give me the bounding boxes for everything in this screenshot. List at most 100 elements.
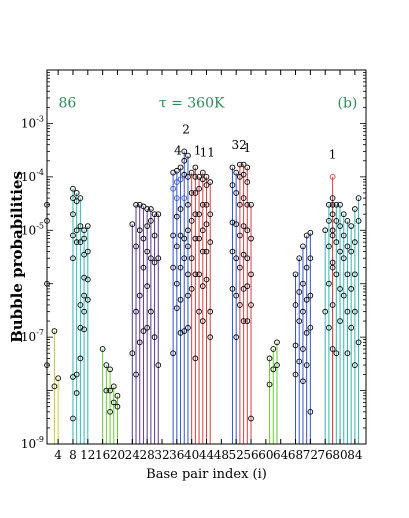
data-point (307, 324, 314, 331)
data-point (303, 232, 310, 239)
data-point (229, 182, 236, 188)
data-point (185, 152, 191, 159)
data-point (337, 318, 343, 324)
data-point (240, 161, 247, 168)
data-point (185, 271, 191, 278)
data-point (355, 339, 362, 346)
data-point (144, 206, 151, 212)
data-point (326, 201, 332, 208)
data-point (340, 292, 347, 299)
data-point (233, 190, 240, 196)
data-point (177, 232, 184, 239)
data-point (188, 218, 195, 224)
x-tick-label: 48 (214, 448, 229, 462)
data-point (244, 201, 251, 208)
data-point (188, 255, 195, 262)
data-point (348, 286, 355, 292)
y-axis-label: Bubble probabilities (8, 171, 26, 343)
data-point (326, 243, 332, 250)
data-point (136, 339, 143, 346)
x-tick-label: 8 (69, 448, 77, 462)
x-tick-label: 64 (273, 448, 289, 462)
data-point (144, 223, 151, 229)
data-point (229, 248, 236, 255)
data-point (192, 235, 199, 242)
annotation-label: 4 (174, 144, 182, 158)
data-point (107, 408, 113, 415)
data-point (173, 243, 180, 250)
data-point (296, 318, 303, 324)
x-ticks: 4 8 12 16 20 24 28 32 36 40 44 48 52 56 60 64 68 72 76 80 84 (54, 70, 363, 462)
annotation-label: τ = 360K (159, 95, 225, 111)
data-point (307, 408, 314, 415)
data-point (207, 211, 214, 218)
data-point (192, 211, 199, 218)
data-point (192, 164, 199, 171)
data-point (248, 415, 254, 422)
points-layer (44, 148, 362, 422)
data-point (329, 302, 336, 308)
data-point (340, 255, 347, 262)
data-point (133, 371, 139, 378)
data-point (84, 296, 91, 303)
data-point (185, 227, 191, 234)
data-point (185, 243, 191, 250)
data-point (51, 383, 58, 390)
data-point (266, 381, 273, 388)
data-point (240, 195, 247, 201)
data-point (114, 392, 121, 399)
data-point (81, 227, 87, 234)
data-point (73, 227, 80, 234)
data-point (185, 174, 191, 180)
y-tick-label: 10-3 (21, 114, 44, 130)
data-point (329, 211, 336, 218)
data-point (77, 302, 84, 308)
data-point (240, 318, 247, 324)
data-point (292, 271, 299, 278)
data-point (266, 355, 273, 362)
data-point (248, 302, 254, 308)
data-point (151, 259, 158, 266)
y-tick-label: 10-5 (21, 221, 44, 237)
data-point (84, 223, 91, 229)
data-point (274, 339, 280, 346)
data-point (173, 280, 180, 287)
data-point (296, 289, 303, 295)
data-point (233, 334, 240, 340)
x-tick-label: 16 (95, 448, 110, 462)
data-point (107, 387, 113, 394)
data-point (140, 203, 147, 210)
data-point (192, 271, 199, 278)
data-point (333, 201, 340, 208)
data-point (333, 271, 340, 278)
data-point (77, 239, 84, 245)
data-point (300, 243, 306, 250)
data-point (207, 334, 214, 340)
data-point (333, 239, 340, 245)
data-point (300, 308, 306, 315)
data-point (274, 362, 280, 368)
data-point (103, 387, 110, 394)
data-point (270, 366, 277, 373)
data-point (352, 206, 358, 212)
data-point (84, 276, 91, 283)
annotation-label: 2 (182, 122, 190, 136)
data-point (203, 248, 210, 255)
data-point (173, 179, 180, 185)
data-point (110, 399, 117, 406)
data-point (136, 227, 143, 234)
data-point (248, 235, 254, 242)
data-point (355, 218, 362, 224)
data-point (73, 198, 80, 205)
data-point (348, 223, 355, 229)
annotation-label: 1 (329, 148, 337, 162)
data-point (307, 255, 314, 262)
data-point (344, 218, 351, 224)
x-tick-label: 12 (80, 448, 95, 462)
data-point (292, 371, 299, 378)
data-point (237, 232, 243, 239)
data-point (296, 255, 303, 262)
data-point (185, 292, 191, 299)
data-point (136, 292, 143, 299)
